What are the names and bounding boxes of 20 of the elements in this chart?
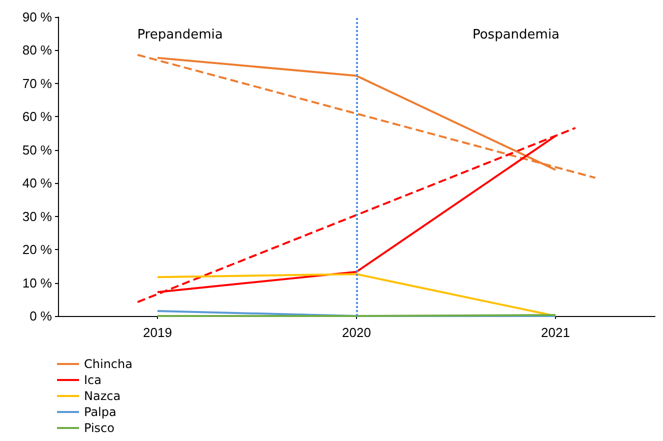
- legend-label: Pisco: [84, 421, 114, 435]
- legend-label: Chincha: [84, 357, 132, 371]
- y-tick-label: 60 %: [22, 109, 52, 124]
- y-tick-label: 50 %: [22, 142, 52, 158]
- y-tick-label: 90 %: [22, 10, 52, 24]
- annotation: Prepandemia: [137, 28, 223, 42]
- x-tick-label: 2021: [541, 325, 570, 340]
- y-tick-label: 80 %: [22, 42, 52, 58]
- y-tick-label: 20 %: [22, 242, 52, 258]
- y-tick-label: 40 %: [22, 176, 52, 191]
- legend-label: Palpa: [84, 405, 116, 419]
- y-tick-label: 10 %: [22, 275, 52, 290]
- annotation: Pospandemia: [472, 28, 560, 42]
- legend-label: Nazca: [84, 389, 121, 403]
- y-tick-label: 70 %: [22, 76, 52, 91]
- x-tick-label: 2019: [143, 325, 172, 340]
- legend-label: Ica: [84, 373, 102, 387]
- y-tick-label: 30 %: [22, 208, 52, 224]
- x-tick-label: 2020: [342, 325, 371, 340]
- y-tick-label: 0 %: [30, 308, 52, 324]
